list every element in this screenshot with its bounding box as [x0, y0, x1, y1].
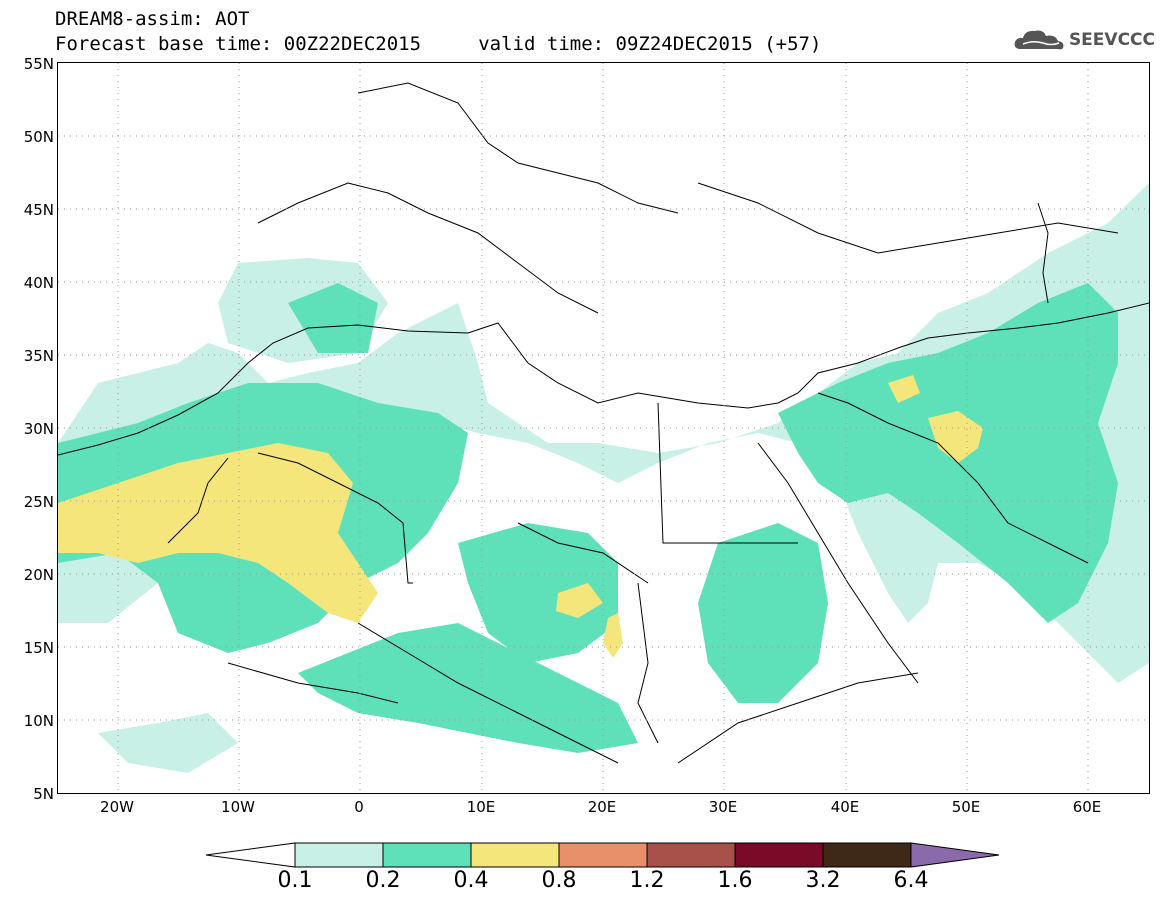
cloud-icon: [1014, 30, 1064, 50]
lat-label: 40N: [23, 274, 54, 292]
aot-field: [58, 63, 1149, 793]
colorbar-label: 0.8: [541, 868, 577, 893]
aot-colorbar: [206, 842, 1000, 868]
lat-label: 20N: [23, 566, 54, 584]
colorbar-label: 3.2: [805, 868, 841, 893]
colorbar-segment: [470, 842, 560, 868]
lat-label: 10N: [23, 712, 54, 730]
lat-label: 15N: [23, 639, 54, 657]
lat-label: 45N: [23, 201, 54, 219]
lon-label: 40E: [830, 798, 860, 816]
colorbar-segment: [822, 842, 912, 868]
lon-label: 50E: [951, 798, 981, 816]
lat-label: 55N: [23, 55, 54, 73]
colorbar-segment: [294, 842, 384, 868]
colorbar-over-arrow: [910, 842, 1000, 868]
forecast-times: Forecast base time: 00Z22DEC2015 valid t…: [55, 33, 822, 55]
lat-label: 5N: [33, 785, 54, 803]
colorbar-segment: [382, 842, 472, 868]
colorbar-label: 0.1: [277, 868, 313, 893]
lat-label: 30N: [23, 420, 54, 438]
colorbar-label: 0.4: [453, 868, 489, 893]
lon-label: 20W: [100, 798, 134, 816]
map-title: DREAM8-assim: AOT: [55, 8, 250, 30]
lon-label: 30E: [708, 798, 738, 816]
colorbar-segment: [646, 842, 736, 868]
lon-label: 0: [354, 798, 364, 816]
lat-label: 25N: [23, 493, 54, 511]
lon-label: 10W: [221, 798, 255, 816]
colorbar-segment: [558, 842, 648, 868]
lon-label: 60E: [1072, 798, 1102, 816]
colorbar-under-arrow: [206, 842, 296, 868]
colorbar-segment: [734, 842, 824, 868]
colorbar-label: 1.2: [629, 868, 665, 893]
logo-text: SEEVCCC: [1068, 30, 1155, 50]
colorbar-label: 1.6: [717, 868, 753, 893]
lat-label: 35N: [23, 347, 54, 365]
lon-label: 20E: [587, 798, 617, 816]
colorbar-label: 6.4: [893, 868, 929, 893]
aot-map: [57, 62, 1150, 794]
lon-label: 10E: [466, 798, 496, 816]
seevccc-logo: SEEVCCC: [1013, 26, 1155, 54]
lat-label: 50N: [23, 128, 54, 146]
colorbar-label: 0.2: [365, 868, 401, 893]
